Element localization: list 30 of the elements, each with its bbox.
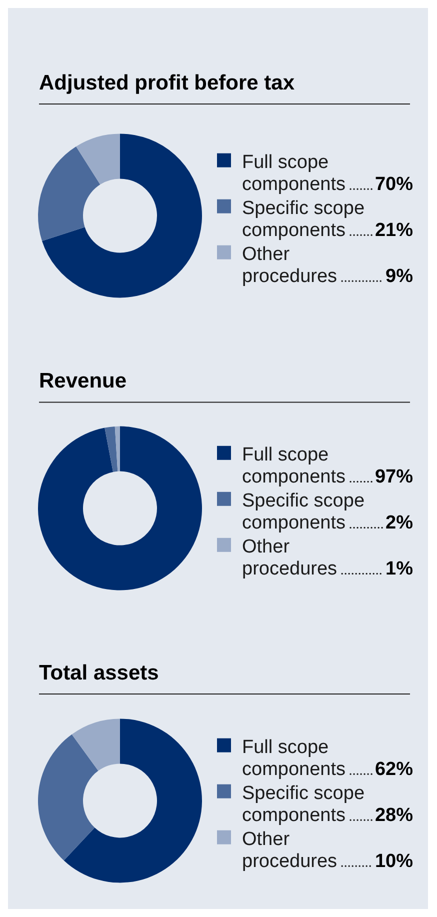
- data-label: 10%: [374, 851, 414, 872]
- chart-title: Adjusted profit before tax: [39, 71, 295, 94]
- chart-title: Revenue: [39, 369, 127, 392]
- donut-slice: [38, 146, 100, 242]
- donut-slice: [104, 426, 118, 472]
- legend-label: Full scope components: [242, 736, 346, 780]
- donut-slice: [114, 426, 120, 472]
- donut-slice: [76, 134, 120, 184]
- donut-slice: [64, 718, 202, 883]
- donut-slice: [38, 734, 98, 860]
- donut-slice: [42, 134, 202, 298]
- chart-title: Total assets: [39, 661, 159, 684]
- data-label: 28%: [374, 805, 414, 826]
- data-label: 62%: [374, 759, 414, 780]
- data-label: 97%: [374, 466, 414, 488]
- data-label: 21%: [374, 220, 414, 242]
- donut-slice: [72, 718, 120, 771]
- data-label: 70%: [374, 174, 414, 196]
- legend-label: Other procedures: [242, 536, 338, 580]
- donut-slice: [38, 426, 202, 590]
- data-label: 9%: [386, 266, 414, 288]
- legend-label: Specific scope components: [242, 198, 365, 242]
- legend-label: Full scope components: [242, 152, 346, 196]
- legend-label: Other procedures: [242, 828, 338, 872]
- legend-label: Other procedures: [242, 244, 338, 288]
- legend-label: Specific scope components: [242, 490, 365, 534]
- legend-label: Specific scope components: [242, 782, 365, 826]
- data-label: 2%: [386, 512, 414, 534]
- legend-label: Full scope components: [242, 444, 346, 488]
- data-label: 1%: [386, 558, 414, 580]
